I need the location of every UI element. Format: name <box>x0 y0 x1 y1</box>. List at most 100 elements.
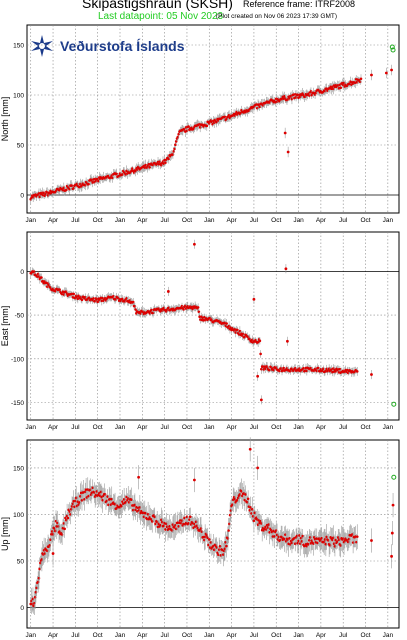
x-tick-label: Apr <box>48 217 59 224</box>
x-tick-label: Jul <box>160 217 169 224</box>
data-point <box>339 86 343 90</box>
x-tick-label: Jan <box>25 424 36 431</box>
x-tick-label: Oct <box>360 217 370 224</box>
x-tick-label: Jan <box>204 217 215 224</box>
x-tick-label: Jul <box>160 632 169 639</box>
data-point <box>246 497 250 501</box>
outlier-point <box>193 478 196 482</box>
data-point <box>63 527 66 531</box>
data-point <box>225 322 228 325</box>
data-point <box>359 77 363 81</box>
data-point <box>87 182 90 186</box>
x-tick-label: Oct <box>271 217 281 224</box>
data-point <box>196 306 200 309</box>
data-point <box>96 300 99 304</box>
plot-created: (Plot created on Nov 06 2023 17:39 GMT) <box>216 13 338 20</box>
x-tick-label: Oct <box>271 424 281 431</box>
x-tick-label: Jan <box>115 217 126 224</box>
y-tick-label: 0 <box>20 605 24 612</box>
latest-point <box>391 474 397 480</box>
outlier-point <box>390 68 393 72</box>
x-tick-label: Jul <box>71 424 80 431</box>
logo-text: Veðurstofa Íslands <box>60 38 185 54</box>
y-tick-label: 50 <box>17 558 25 565</box>
data-point <box>205 124 209 128</box>
x-tick-label: Oct <box>182 632 192 639</box>
x-tick-label: Jul <box>250 632 259 639</box>
y-tick-label: 0 <box>20 193 24 200</box>
x-tick-label: Jan <box>204 632 215 639</box>
x-tick-label: Oct <box>93 424 103 431</box>
x-tick-label: Jan <box>25 632 36 639</box>
y-tick-label: 150 <box>13 43 24 50</box>
x-tick-label: Jan <box>293 632 304 639</box>
x-tick-label: Oct <box>93 217 103 224</box>
outlier-point <box>370 73 373 77</box>
x-tick-label: Oct <box>182 217 192 224</box>
y-axis-label: East [mm] <box>0 306 10 347</box>
data-point <box>355 370 359 373</box>
outlier-point <box>248 447 252 451</box>
x-tick-label: Jan <box>115 632 126 639</box>
outlier-point <box>284 267 288 271</box>
panel-2: Jan Apr Jul Oct Jan Apr Jul Oct Jan Apr Jul Oct Jan A… <box>0 437 400 639</box>
x-tick-label: Apr <box>227 424 238 431</box>
x-tick-label: Apr <box>137 217 148 224</box>
panel-0: Jan Apr Jul Oct Jan Apr Jul Oct Jan Apr Jul Oct Jan A… <box>0 24 400 224</box>
latest-point <box>391 401 397 407</box>
x-tick-label: Apr <box>316 217 327 224</box>
data-point <box>72 292 76 296</box>
plot-frame <box>26 24 400 214</box>
outlier-point <box>193 242 196 246</box>
outlier-point <box>390 531 394 535</box>
x-tick-label: Jul <box>339 424 348 431</box>
data-point <box>252 519 256 523</box>
x-tick-label: Apr <box>316 632 327 639</box>
x-tick-label: Jan <box>383 424 394 431</box>
x-tick-label: Jul <box>250 217 259 224</box>
x-tick-label: Oct <box>360 632 370 639</box>
outlier-point <box>370 539 373 542</box>
outlier-point <box>286 150 290 154</box>
outlier-point <box>137 475 141 479</box>
data-point <box>225 544 228 548</box>
outlier-point <box>252 297 256 301</box>
data-point <box>227 529 230 532</box>
outlier-point <box>51 552 55 555</box>
x-tick-label: Oct <box>182 424 192 431</box>
latest-point <box>389 44 395 50</box>
data-series <box>29 437 397 615</box>
outlier-point <box>166 290 170 293</box>
data-point <box>258 339 262 343</box>
data-point <box>188 515 192 519</box>
y-tick-label: -100 <box>11 356 24 363</box>
data-point <box>40 276 43 279</box>
x-tick-label: Jan <box>293 424 304 431</box>
y-tick-label: 50 <box>17 143 25 150</box>
outlier-point <box>256 374 260 378</box>
x-tick-label: Jan <box>115 424 126 431</box>
data-series <box>29 44 396 205</box>
data-point <box>66 516 70 520</box>
panel-1: Jan Apr Jul Oct Jan Apr Jul Oct Jan Apr Jul Oct Jan A… <box>0 231 400 431</box>
outlier-point <box>391 503 395 507</box>
y-tick-label: 100 <box>13 512 24 519</box>
outlier-point <box>384 71 388 75</box>
x-tick-label: Apr <box>48 424 59 431</box>
data-point <box>259 352 262 356</box>
data-point <box>207 538 211 541</box>
x-tick-label: Jan <box>25 217 36 224</box>
data-point <box>134 308 137 311</box>
outlier-point <box>256 466 260 470</box>
y-tick-label: -50 <box>15 313 25 320</box>
x-tick-label: Apr <box>48 632 59 639</box>
y-axis-label: Up [mm] <box>0 517 10 551</box>
chart-title: Skipastigshraun (SKSH) <box>82 0 233 11</box>
x-tick-label: Apr <box>137 424 148 431</box>
x-tick-label: Jul <box>339 632 348 639</box>
data-point <box>80 298 84 302</box>
x-tick-label: Oct <box>360 424 370 431</box>
y-tick-label: 150 <box>13 465 24 472</box>
x-tick-label: Apr <box>316 424 327 431</box>
